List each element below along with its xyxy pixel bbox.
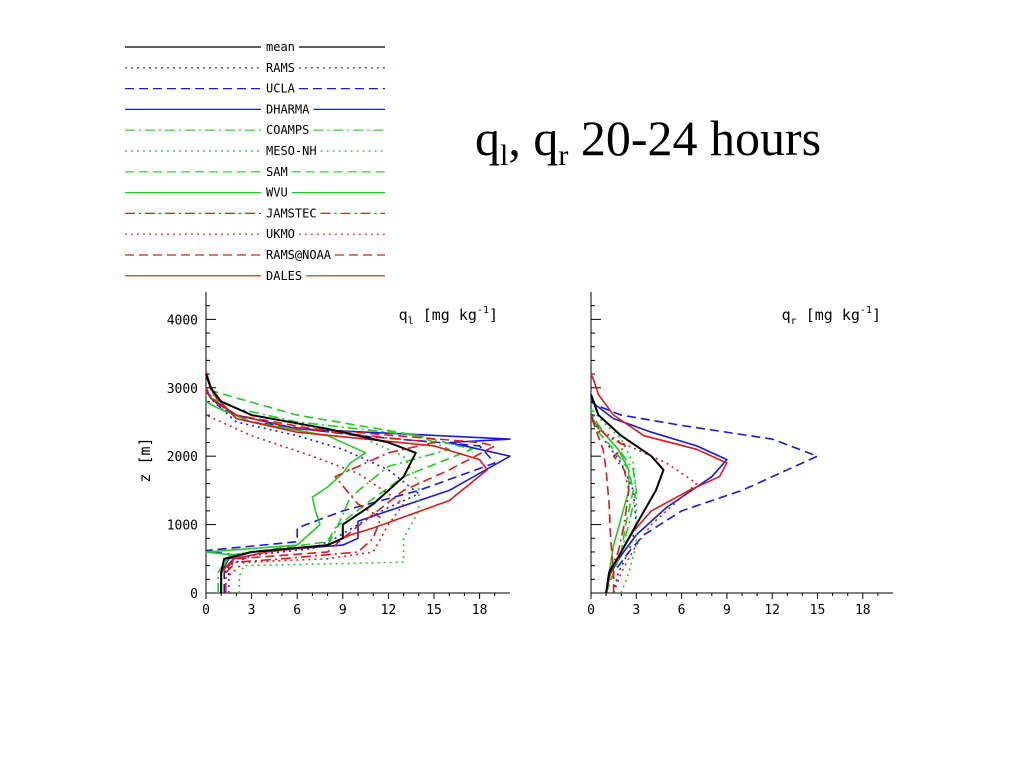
x-tick-label: 15 — [426, 603, 442, 618]
series-line-wvu — [205, 400, 367, 593]
x-tick-label: 6 — [678, 603, 686, 618]
legend-label: MESO-NH — [266, 144, 317, 158]
legend-label: mean — [266, 40, 295, 54]
ql-panel: 0 3 6 9 12 15 18 0 1000 2000 3000 4000 ql [mg kg-1] — [167, 292, 511, 618]
y-tick-label: 2000 — [167, 450, 198, 465]
legend-label: JAMSTEC — [266, 206, 317, 220]
x-tick-label: 6 — [293, 603, 301, 618]
y-tick-label: 4000 — [167, 313, 198, 328]
x-tick-label: 0 — [587, 603, 595, 618]
series-line-mean — [205, 373, 417, 593]
x-tick-label: 18 — [472, 603, 488, 618]
series-line-jamstec — [205, 390, 435, 593]
x-tick-label: 9 — [723, 603, 731, 618]
qr-panel: 0 3 6 9 12 15 18 qr [mg kg-1] — [587, 292, 893, 618]
y-tick-label: 3000 — [167, 382, 198, 397]
legend-entry: WVU — [125, 186, 385, 200]
series-line-rams — [205, 387, 420, 593]
x-tick-label: 12 — [764, 603, 780, 618]
x-tick-label: 15 — [810, 603, 826, 618]
legend-label: DHARMA — [266, 102, 310, 116]
x-tick-label: 9 — [339, 603, 347, 618]
x-tick-label: 3 — [632, 603, 640, 618]
legend-entry: RAMS@NOAA — [125, 248, 385, 262]
series-line-sam — [590, 418, 635, 594]
x-tick-label: 3 — [248, 603, 256, 618]
x-tick-label: 0 — [202, 603, 210, 618]
series-line-coamps — [590, 408, 638, 594]
title-q1: q — [475, 110, 500, 166]
legend-entry: mean — [125, 40, 385, 54]
series-line-jamstec — [590, 414, 630, 594]
legend-entry: DALES — [125, 269, 385, 283]
legend-entry: UKMO — [125, 227, 385, 241]
legend: mean RAMS UCLA DHARMA COAMPS MESO-NH SAM WVU JAM… — [125, 40, 385, 283]
series-line-ukmo — [205, 414, 405, 593]
legend-label: COAMPS — [266, 123, 309, 137]
series-line-ucla — [590, 397, 819, 594]
title-sub1: l — [500, 139, 508, 172]
legend-entry: DHARMA — [125, 102, 385, 116]
legend-entry: UCLA — [125, 82, 385, 96]
x-tick-label: 12 — [381, 603, 397, 618]
legend-label: RAMS — [266, 61, 295, 75]
series-line-dharma — [590, 400, 728, 594]
series-line-meso-nh — [590, 407, 638, 594]
title-q2: q — [533, 110, 558, 166]
slide-title: ql, qr 20-24 hours — [475, 110, 821, 172]
legend-label: WVU — [266, 186, 288, 200]
series-line-rams-noaa — [590, 414, 615, 593]
legend-label: DALES — [266, 269, 302, 283]
series-line-mean — [590, 394, 665, 594]
legend-entry: MESO-NH — [125, 144, 385, 158]
series-line-ukmo — [590, 418, 698, 594]
title-sub2: r — [558, 139, 568, 172]
y-tick-label: 1000 — [167, 519, 198, 534]
y-tick-label: 0 — [190, 587, 198, 602]
series-line-rams-noaa — [205, 387, 496, 593]
legend-label: RAMS@NOAA — [266, 248, 332, 262]
legend-label: UKMO — [266, 227, 295, 241]
legend-label: SAM — [266, 165, 288, 179]
legend-entry: RAMS — [125, 61, 385, 75]
title-sep: , — [508, 110, 533, 166]
series-line-dales — [205, 370, 488, 593]
legend-entry: SAM — [125, 165, 385, 179]
title-rest: 20-24 hours — [568, 110, 821, 166]
legend-entry: COAMPS — [125, 123, 385, 137]
x-tick-label: 18 — [855, 603, 871, 618]
legend-label: UCLA — [266, 82, 296, 96]
y-axis-label: z [m] — [136, 437, 154, 482]
legend-entry: JAMSTEC — [125, 206, 385, 220]
panel-label: qr [mg kg-1] — [782, 305, 881, 327]
panel-label: ql [mg kg-1] — [399, 305, 498, 327]
